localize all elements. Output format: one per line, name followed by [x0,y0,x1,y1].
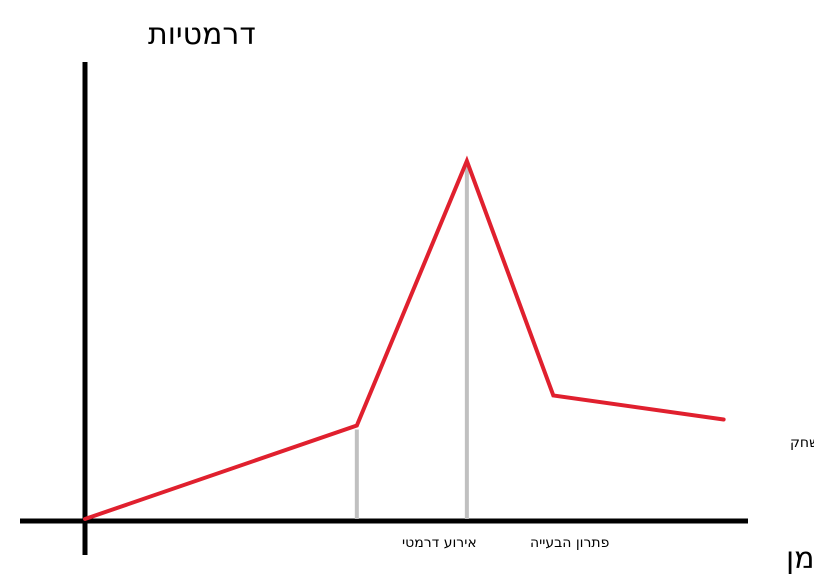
marker-label-dramatic-event: אירוע דרמטי [402,535,477,551]
y-axis-title: דרמטיות [148,17,256,52]
x-axis-title: זמן [786,541,814,576]
marker-lines [354,165,469,519]
series-line-dramatic-arc [83,155,726,521]
marker-label-problem-solution: פתרון הבעייה [530,535,609,551]
end-annotation-label: סוף המשחק [790,435,814,451]
